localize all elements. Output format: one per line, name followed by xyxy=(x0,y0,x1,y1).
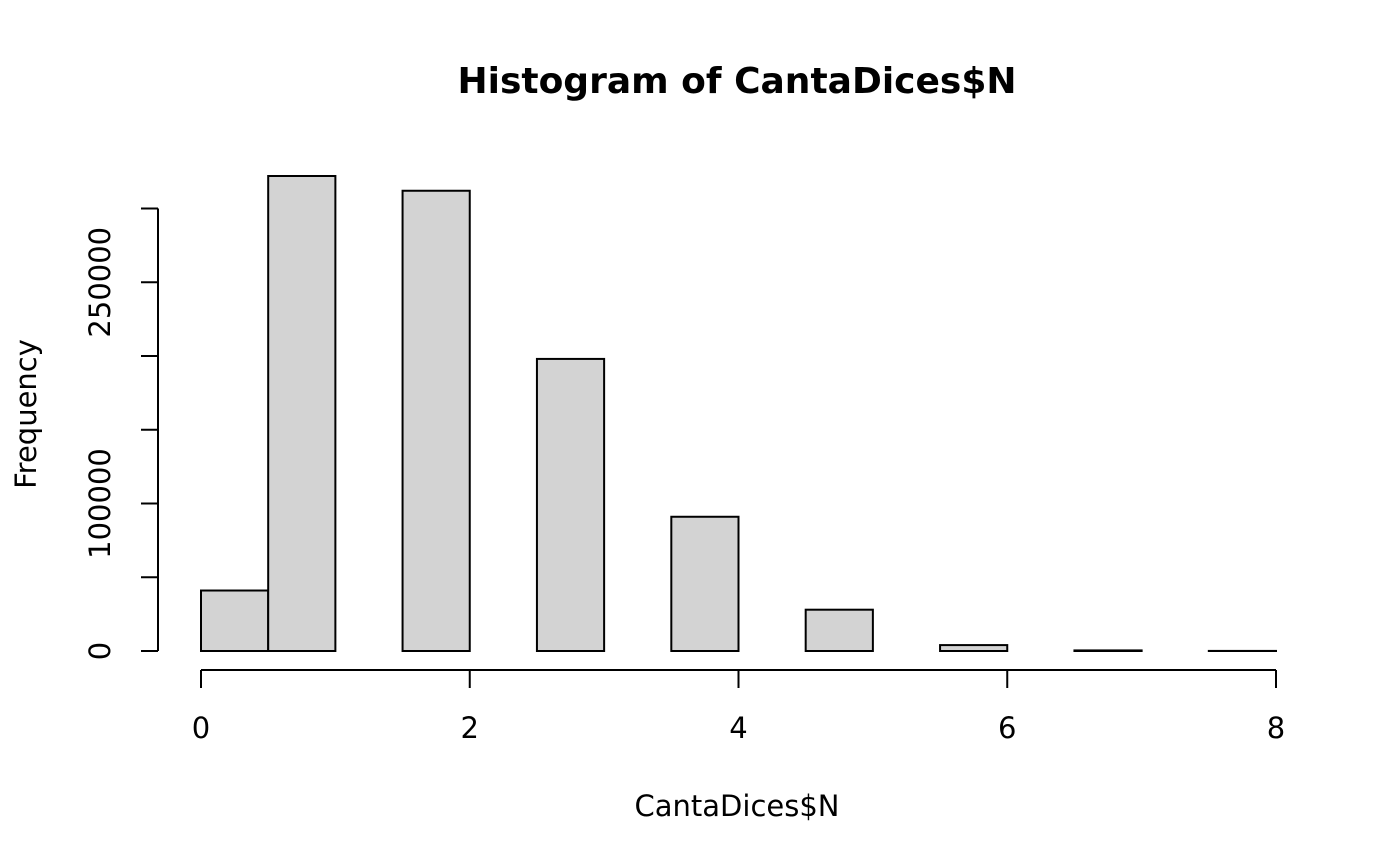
chart-title: Histogram of CantaDices$N xyxy=(457,61,1016,102)
x-tick-label: 4 xyxy=(729,711,747,745)
bars-group xyxy=(200,175,1277,653)
y-tick-label: 100000 xyxy=(83,448,117,559)
x-tick-label: 8 xyxy=(1267,711,1285,745)
histogram-bar xyxy=(535,357,606,652)
histogram-bar xyxy=(401,189,471,652)
histogram-bar xyxy=(1073,649,1143,652)
x-tick-label: 0 xyxy=(192,711,210,745)
histogram-bar xyxy=(670,515,740,652)
y-axis: 0 100000 250000 xyxy=(83,207,159,660)
x-tick-label: 2 xyxy=(461,711,479,745)
histogram-bar xyxy=(267,175,337,652)
histogram-bar xyxy=(804,608,874,653)
x-axis-label: CantaDices$N xyxy=(635,789,840,823)
y-tick-label: 0 xyxy=(83,642,117,660)
x-tick-label: 6 xyxy=(998,711,1016,745)
histogram-bar xyxy=(939,644,1009,652)
y-axis-label: Frequency xyxy=(9,339,43,489)
histogram-bar xyxy=(200,589,270,652)
y-tick-label: 250000 xyxy=(83,227,117,338)
x-axis: 0 2 4 6 8 xyxy=(192,669,1285,745)
